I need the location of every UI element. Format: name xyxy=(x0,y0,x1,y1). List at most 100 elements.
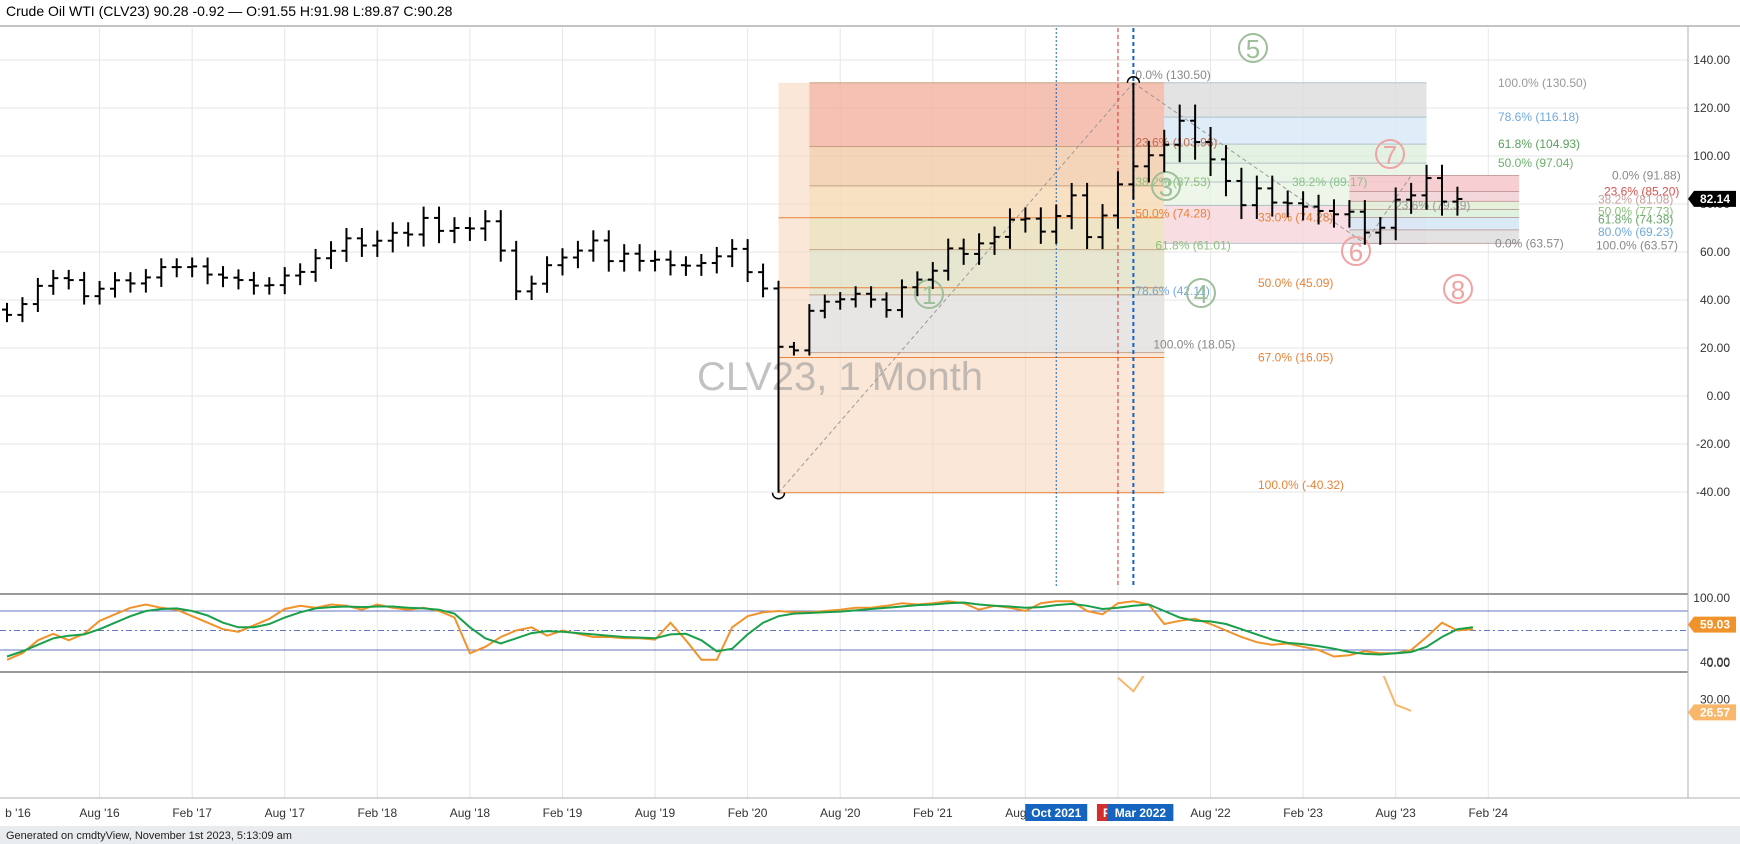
x-tick-label: Feb '20 xyxy=(728,806,768,820)
footer-text: Generated on cmdtyView, November 1st 202… xyxy=(6,830,292,842)
y-axis: 140.00120.00100.0080.0060.0040.0020.000.… xyxy=(1693,53,1730,707)
fib-label: 50.0% (74.28) xyxy=(1135,207,1210,221)
y-tick-label: 120.00 xyxy=(1693,101,1730,115)
stoch-value-tag-bg xyxy=(1688,616,1736,633)
fib-label: 23.6% (79.39) xyxy=(1395,198,1470,212)
stochastics-panel xyxy=(0,600,1688,661)
x-tick-label: Feb '19 xyxy=(543,806,583,820)
fib-label: 61.8% (74.38) xyxy=(1598,212,1673,226)
fib-label: 100.0% (63.57) xyxy=(1596,238,1678,252)
fib-label: 50.0% (45.09) xyxy=(1258,276,1333,290)
volatility-value-tag-bg xyxy=(1688,704,1736,721)
trend-line xyxy=(778,82,1134,494)
x-axis: b '16 Aug '16 Feb '17 Aug '17 Feb '18 Aug '18… xyxy=(5,804,1508,821)
last-price-tag: 82.14 xyxy=(1700,192,1730,206)
wave-label: 7 xyxy=(1383,140,1397,170)
y-tick-label: -20.00 xyxy=(1696,437,1730,451)
fib-label: 78.6% (42.11) xyxy=(1135,284,1210,298)
x-tick-label: Feb '24 xyxy=(1468,806,1508,820)
fib-label: 0.0% (91.88) xyxy=(1612,168,1681,182)
fib-zone xyxy=(809,146,1165,186)
wave-label-circle xyxy=(1151,171,1181,201)
y-tick-label: 60.00 xyxy=(1700,245,1730,259)
stoch-d-line xyxy=(6,601,1474,658)
y-tick-label: 40.00 xyxy=(1700,293,1730,307)
fib-zone xyxy=(809,217,1165,250)
x-marker-label: Oct 2021 xyxy=(1031,806,1081,820)
fib-zone xyxy=(1349,191,1520,202)
fib-label: 33.0% (74.28) xyxy=(1258,211,1333,225)
fib-zone xyxy=(1164,117,1427,145)
stoch-value-tag: 59.03 xyxy=(1700,618,1730,632)
fib-zone xyxy=(1349,201,1520,210)
y-tick-label: 140.00 xyxy=(1693,53,1730,67)
fib-label: 0.0% (130.50) xyxy=(1135,68,1210,82)
wave-label: 6 xyxy=(1349,237,1363,267)
fibonacci-layers: 0.0% (130.50)23.6% (103.96)38.2% (87.53)… xyxy=(778,68,1681,494)
wave-label: 5 xyxy=(1246,34,1260,64)
fib-label: 23.6% (103.96) xyxy=(1135,135,1217,149)
wave-label-circle xyxy=(1186,278,1216,308)
y-tick-label: 0.00 xyxy=(1707,656,1731,670)
chart-watermark: CLV23, 1 Month xyxy=(697,355,983,399)
footer-bar xyxy=(0,826,1740,844)
chart-title: Crude Oil WTI (CLV23) 90.28 -0.92 — O:91… xyxy=(6,3,453,19)
wave-label: 4 xyxy=(1194,279,1208,309)
fib-label: 67.0% (16.05) xyxy=(1258,350,1333,364)
fib-label: 80.0% (69.23) xyxy=(1598,225,1673,239)
x-tick-label: Feb '21 xyxy=(913,806,953,820)
wave-label-circle xyxy=(1238,33,1268,63)
x-tick-label: Feb '18 xyxy=(357,806,397,820)
fib-label: 61.8% (61.01) xyxy=(1155,239,1230,253)
fib-zone xyxy=(1349,217,1520,230)
volatility-value-tag: 26.57 xyxy=(1700,705,1730,719)
x-marker-box xyxy=(1025,804,1088,821)
x-marker-label: Mar 2022 xyxy=(1115,806,1167,820)
x-tick-label: b '16 xyxy=(5,806,31,820)
x-tick-label: Aug '22 xyxy=(1190,806,1231,820)
value-tags: 82.14 59.03 26.57 xyxy=(1688,190,1736,721)
fib-label: 78.6% (116.18) xyxy=(1498,110,1579,124)
last-price-tag-bg xyxy=(1688,190,1736,207)
fib-label: 61.8% (104.93) xyxy=(1498,137,1580,151)
pivot-low-marker xyxy=(771,492,786,500)
fib-label: 0.0% (63.57) xyxy=(1495,236,1564,250)
fib-label: 23.6% (85.20) xyxy=(1604,185,1679,199)
wave-label: 1 xyxy=(922,280,936,310)
fib-label: 100.0% (-40.32) xyxy=(1258,478,1344,492)
trend-line xyxy=(1133,82,1366,244)
stoch-k-line xyxy=(6,600,1473,661)
y-tick-label: 30.00 xyxy=(1700,693,1730,707)
fib-zone xyxy=(809,294,1165,353)
wave-label-circle xyxy=(1375,139,1405,169)
x-marker-box xyxy=(1107,804,1174,821)
y-tick-label: 100.00 xyxy=(1693,591,1730,605)
wave-label: 3 xyxy=(1159,172,1173,202)
fib-label: 100.0% (18.05) xyxy=(1153,338,1235,352)
fib-label: 38.2% (81.08) xyxy=(1598,192,1673,206)
y-tick-label: 40.00 xyxy=(1700,655,1730,669)
wave-label: 8 xyxy=(1451,275,1465,305)
x-tick-label: Aug '16 xyxy=(79,806,120,820)
fib-label: 50.0% (77.73) xyxy=(1598,204,1673,218)
ohlc-bars xyxy=(2,82,1463,493)
wave-label-circle xyxy=(1341,236,1371,266)
fib-zone xyxy=(1349,229,1520,244)
wave-label-circle xyxy=(1443,274,1473,304)
y-tick-label: -40.00 xyxy=(1696,485,1730,499)
y-tick-label: 20.00 xyxy=(1700,341,1730,355)
fib-zone xyxy=(1349,209,1520,218)
title-bar xyxy=(0,0,1740,24)
fib-zone xyxy=(809,185,1165,218)
fib-zone xyxy=(1164,82,1427,118)
x-tick-label: Aug '23 xyxy=(1376,806,1417,820)
fib-zone xyxy=(1164,144,1427,164)
x-tick-label: Feb '23 xyxy=(1283,806,1323,820)
y-tick-label: 100.00 xyxy=(1693,149,1730,163)
fib-label: 38.2% (89.17) xyxy=(1292,175,1367,189)
x-tick-label: Feb '17 xyxy=(172,806,212,820)
fib-zone xyxy=(809,82,1165,147)
x-tick-label: Aug '19 xyxy=(635,806,676,820)
fib-zone xyxy=(1349,175,1520,192)
